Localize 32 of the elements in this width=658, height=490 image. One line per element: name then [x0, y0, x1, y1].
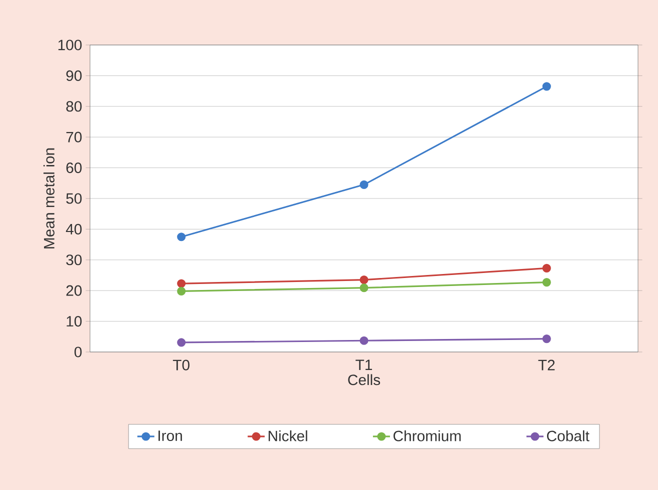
x-tick-label: T0: [172, 360, 190, 370]
y-axis-title: Mean metal ion: [43, 148, 54, 248]
point: [360, 276, 368, 284]
y-tick-label: 30: [66, 254, 82, 266]
y-tick-label: 40: [66, 224, 82, 234]
point: [177, 232, 186, 242]
y-tick-label: 50: [66, 193, 82, 204]
y-tick-label: 20: [66, 285, 82, 296]
legend-label: Iron: [158, 430, 182, 442]
y-tick-label: 60: [66, 162, 82, 174]
y-tick-label: 0: [74, 346, 82, 358]
point: [177, 338, 186, 347]
y-tick-label: 10: [66, 316, 82, 327]
point: [360, 180, 368, 189]
point: [177, 279, 186, 288]
point: [360, 284, 368, 292]
point: [542, 264, 551, 272]
legend-label: Chromium: [394, 430, 461, 442]
point: [542, 334, 551, 344]
y-tick-label: 80: [66, 101, 82, 112]
legend-label: Cobalt: [547, 430, 590, 442]
x-axis-title: Cells: [348, 374, 380, 386]
point: [360, 336, 368, 345]
x-tick-label: T2: [538, 360, 555, 370]
y-tick-label: 90: [66, 70, 82, 81]
legend-label: Nickel: [268, 430, 308, 442]
y-tick-label: 100: [58, 40, 82, 50]
point: [177, 286, 186, 296]
point: [542, 82, 551, 91]
y-tick-label: 70: [66, 132, 82, 142]
x-tick-label: T1: [356, 360, 372, 370]
point: [542, 278, 551, 287]
